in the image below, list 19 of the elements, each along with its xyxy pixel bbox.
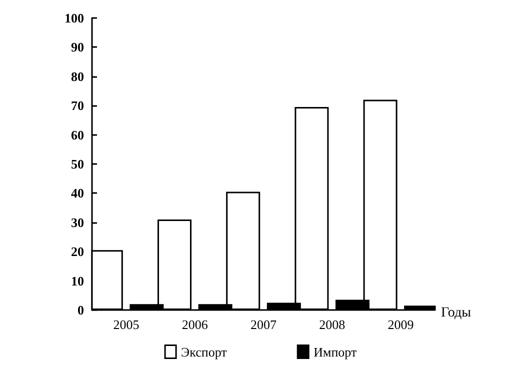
x-tick-label: 2006	[182, 317, 208, 332]
y-tick-label: 80	[71, 68, 84, 84]
y-tick-label: 100	[64, 10, 84, 26]
y-tick-label: 60	[71, 127, 84, 142]
x-axis-title: Годы	[441, 306, 472, 320]
y-tick-label: 50	[71, 156, 84, 172]
legend-label: Экспорт	[181, 344, 228, 360]
y-tick-label: 20	[71, 244, 84, 260]
y-tick-label: 0	[78, 302, 84, 318]
x-tick-label: 2008	[319, 317, 346, 332]
y-tick-label: 30	[71, 214, 84, 230]
y-tick-label: 10	[71, 273, 84, 288]
x-tick-label: 2007	[250, 317, 277, 332]
y-tick-label: 90	[71, 40, 84, 55]
legend-label: Импорт	[314, 344, 358, 360]
y-tick-label: 40	[71, 186, 84, 201]
x-tick-label: 2009	[388, 317, 414, 332]
x-tick-label: 2005	[113, 317, 140, 332]
y-tick-label: 70	[71, 98, 84, 114]
